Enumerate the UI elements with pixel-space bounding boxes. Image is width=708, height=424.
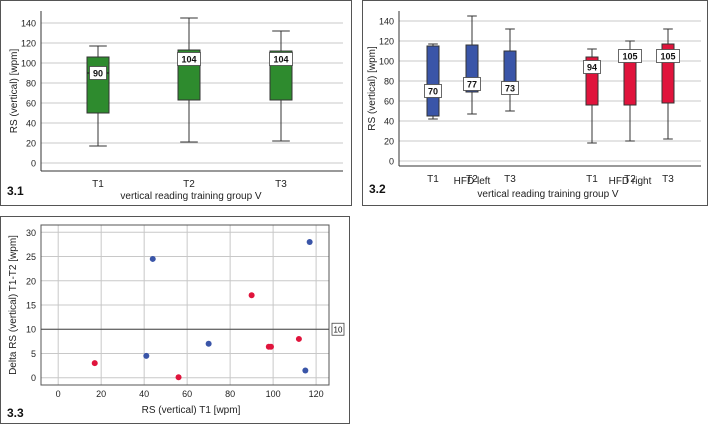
scatter-point-hfd-left (143, 352, 150, 359)
y-tick-label: 40 (384, 117, 394, 127)
panel-label: 3.3 (7, 406, 24, 420)
data-label-box (269, 52, 293, 66)
y-tick-label: 0 (31, 159, 36, 169)
data-label-box (89, 66, 107, 80)
x-axis-label: vertical reading training group V (477, 189, 619, 200)
x-tick-label: 0 (56, 389, 61, 399)
x-axis-label: RS (vertical) T1 [wpm] (142, 405, 241, 416)
group-label-right: HFD right (609, 176, 652, 187)
data-label: 73 (505, 84, 515, 94)
data-label-box (583, 60, 601, 74)
panel-label: 3.2 (369, 182, 386, 196)
scatter-point-hfd-right (267, 343, 274, 350)
group-label-left: HFD left (454, 176, 491, 187)
y-tick-label: 20 (26, 276, 36, 286)
y-tick-label: 20 (26, 139, 36, 149)
y-tick-label: 15 (26, 301, 36, 311)
box (86, 56, 110, 114)
data-label-box (177, 52, 201, 66)
x-tick-label: 40 (139, 389, 149, 399)
scatter-point-hfd-right (248, 292, 255, 299)
data-label: 105 (622, 52, 637, 62)
y-tick-label: 10 (26, 325, 36, 335)
x-tick-label: 20 (96, 389, 106, 399)
data-label: 104 (181, 55, 196, 65)
data-label: 105 (660, 52, 675, 62)
y-tick-label: 140 (379, 17, 394, 27)
y-tick-label: 140 (21, 19, 36, 29)
x-tick-label: 120 (309, 389, 324, 399)
x-tick-label: T3 (275, 179, 287, 190)
x-axis-label: vertical reading training group V (120, 191, 262, 202)
x-tick-label: T1 (427, 174, 439, 185)
x-tick-label: T2 (183, 179, 195, 190)
scatter-point-hfd-right (295, 335, 302, 342)
scatter-point-hfd-left (205, 340, 212, 347)
scatter-chart-3-3: 0 5 10 15 20 25 30 0 20 40 60 80 100 120 10 Delta RS (v… (7, 224, 345, 420)
y-tick-label: 0 (31, 373, 36, 383)
y-tick-label: 120 (379, 37, 394, 47)
x-tick-label: T1 (586, 174, 598, 185)
data-label-box (656, 49, 680, 63)
y-axis-label: Delta RS (vertical) T1-T2 [wpm] (8, 235, 19, 375)
y-tick-label: 25 (26, 252, 36, 262)
chart-panel-3-1: 0 20 40 60 80 100 120 140 90 T1 104 T2 104 T3 RS (vert… (0, 0, 352, 206)
y-tick-label: 20 (384, 137, 394, 147)
reference-label-box (331, 322, 345, 336)
y-tick-label: 120 (21, 39, 36, 49)
x-tick-label: 80 (225, 389, 235, 399)
y-tick-label: 100 (379, 57, 394, 67)
y-tick-label: 5 (31, 349, 36, 359)
panel-label: 3.1 (7, 184, 24, 198)
data-label: 104 (273, 55, 288, 65)
y-tick-label: 100 (21, 59, 36, 69)
data-label-box (618, 49, 642, 63)
y-tick-label: 80 (26, 79, 36, 89)
plot-frame (40, 224, 330, 386)
y-tick-label: 0 (389, 157, 394, 167)
scatter-point-hfd-left (149, 255, 156, 262)
scatter-point-hfd-left (306, 238, 313, 245)
scatter-point-hfd-left (302, 367, 309, 374)
data-label: 70 (428, 87, 438, 97)
scatter-point-hfd-right (175, 374, 182, 381)
y-axis-label: RS (vertical) [wpm] (9, 49, 20, 134)
y-tick-label: 60 (26, 99, 36, 109)
y-tick-label: 30 (26, 228, 36, 238)
data-label: 77 (467, 80, 477, 90)
y-tick-label: 40 (26, 119, 36, 129)
data-label-box (463, 77, 481, 91)
x-tick-label: T2 (466, 174, 478, 185)
x-tick-label: T2 (624, 174, 636, 185)
x-tick-label: T3 (504, 174, 516, 185)
x-tick-label: 60 (182, 389, 192, 399)
chart-panel-3-3: 0 5 10 15 20 25 30 0 20 40 60 80 100 120 10 Delta RS (v… (0, 216, 350, 424)
y-tick-label: 80 (384, 77, 394, 87)
x-tick-label: 100 (266, 389, 281, 399)
boxplot-chart-3-1: 0 20 40 60 80 100 120 140 90 T1 104 T2 104 T3 RS (vert… (7, 11, 343, 202)
data-label: 94 (587, 63, 597, 73)
boxplot-chart-3-2: 0 20 40 60 80 100 120 140 70 T1 77 T2 73 T3 94 T1 105 T2 1… (367, 11, 701, 200)
y-axis-label: RS (vertical) [wpm] (367, 46, 378, 131)
data-label-box (424, 84, 442, 98)
box (426, 45, 440, 117)
x-tick-label: T1 (92, 179, 104, 190)
scatter-point-hfd-right (91, 360, 98, 367)
data-label-box (501, 81, 519, 95)
y-tick-label: 60 (384, 97, 394, 107)
reference-line-label: 10 (334, 326, 343, 335)
x-tick-label: T3 (662, 174, 674, 185)
chart-panel-3-2: 0 20 40 60 80 100 120 140 70 T1 77 T2 73 T3 94 T1 105 T2 1… (362, 0, 708, 206)
data-label: 90 (93, 69, 103, 79)
